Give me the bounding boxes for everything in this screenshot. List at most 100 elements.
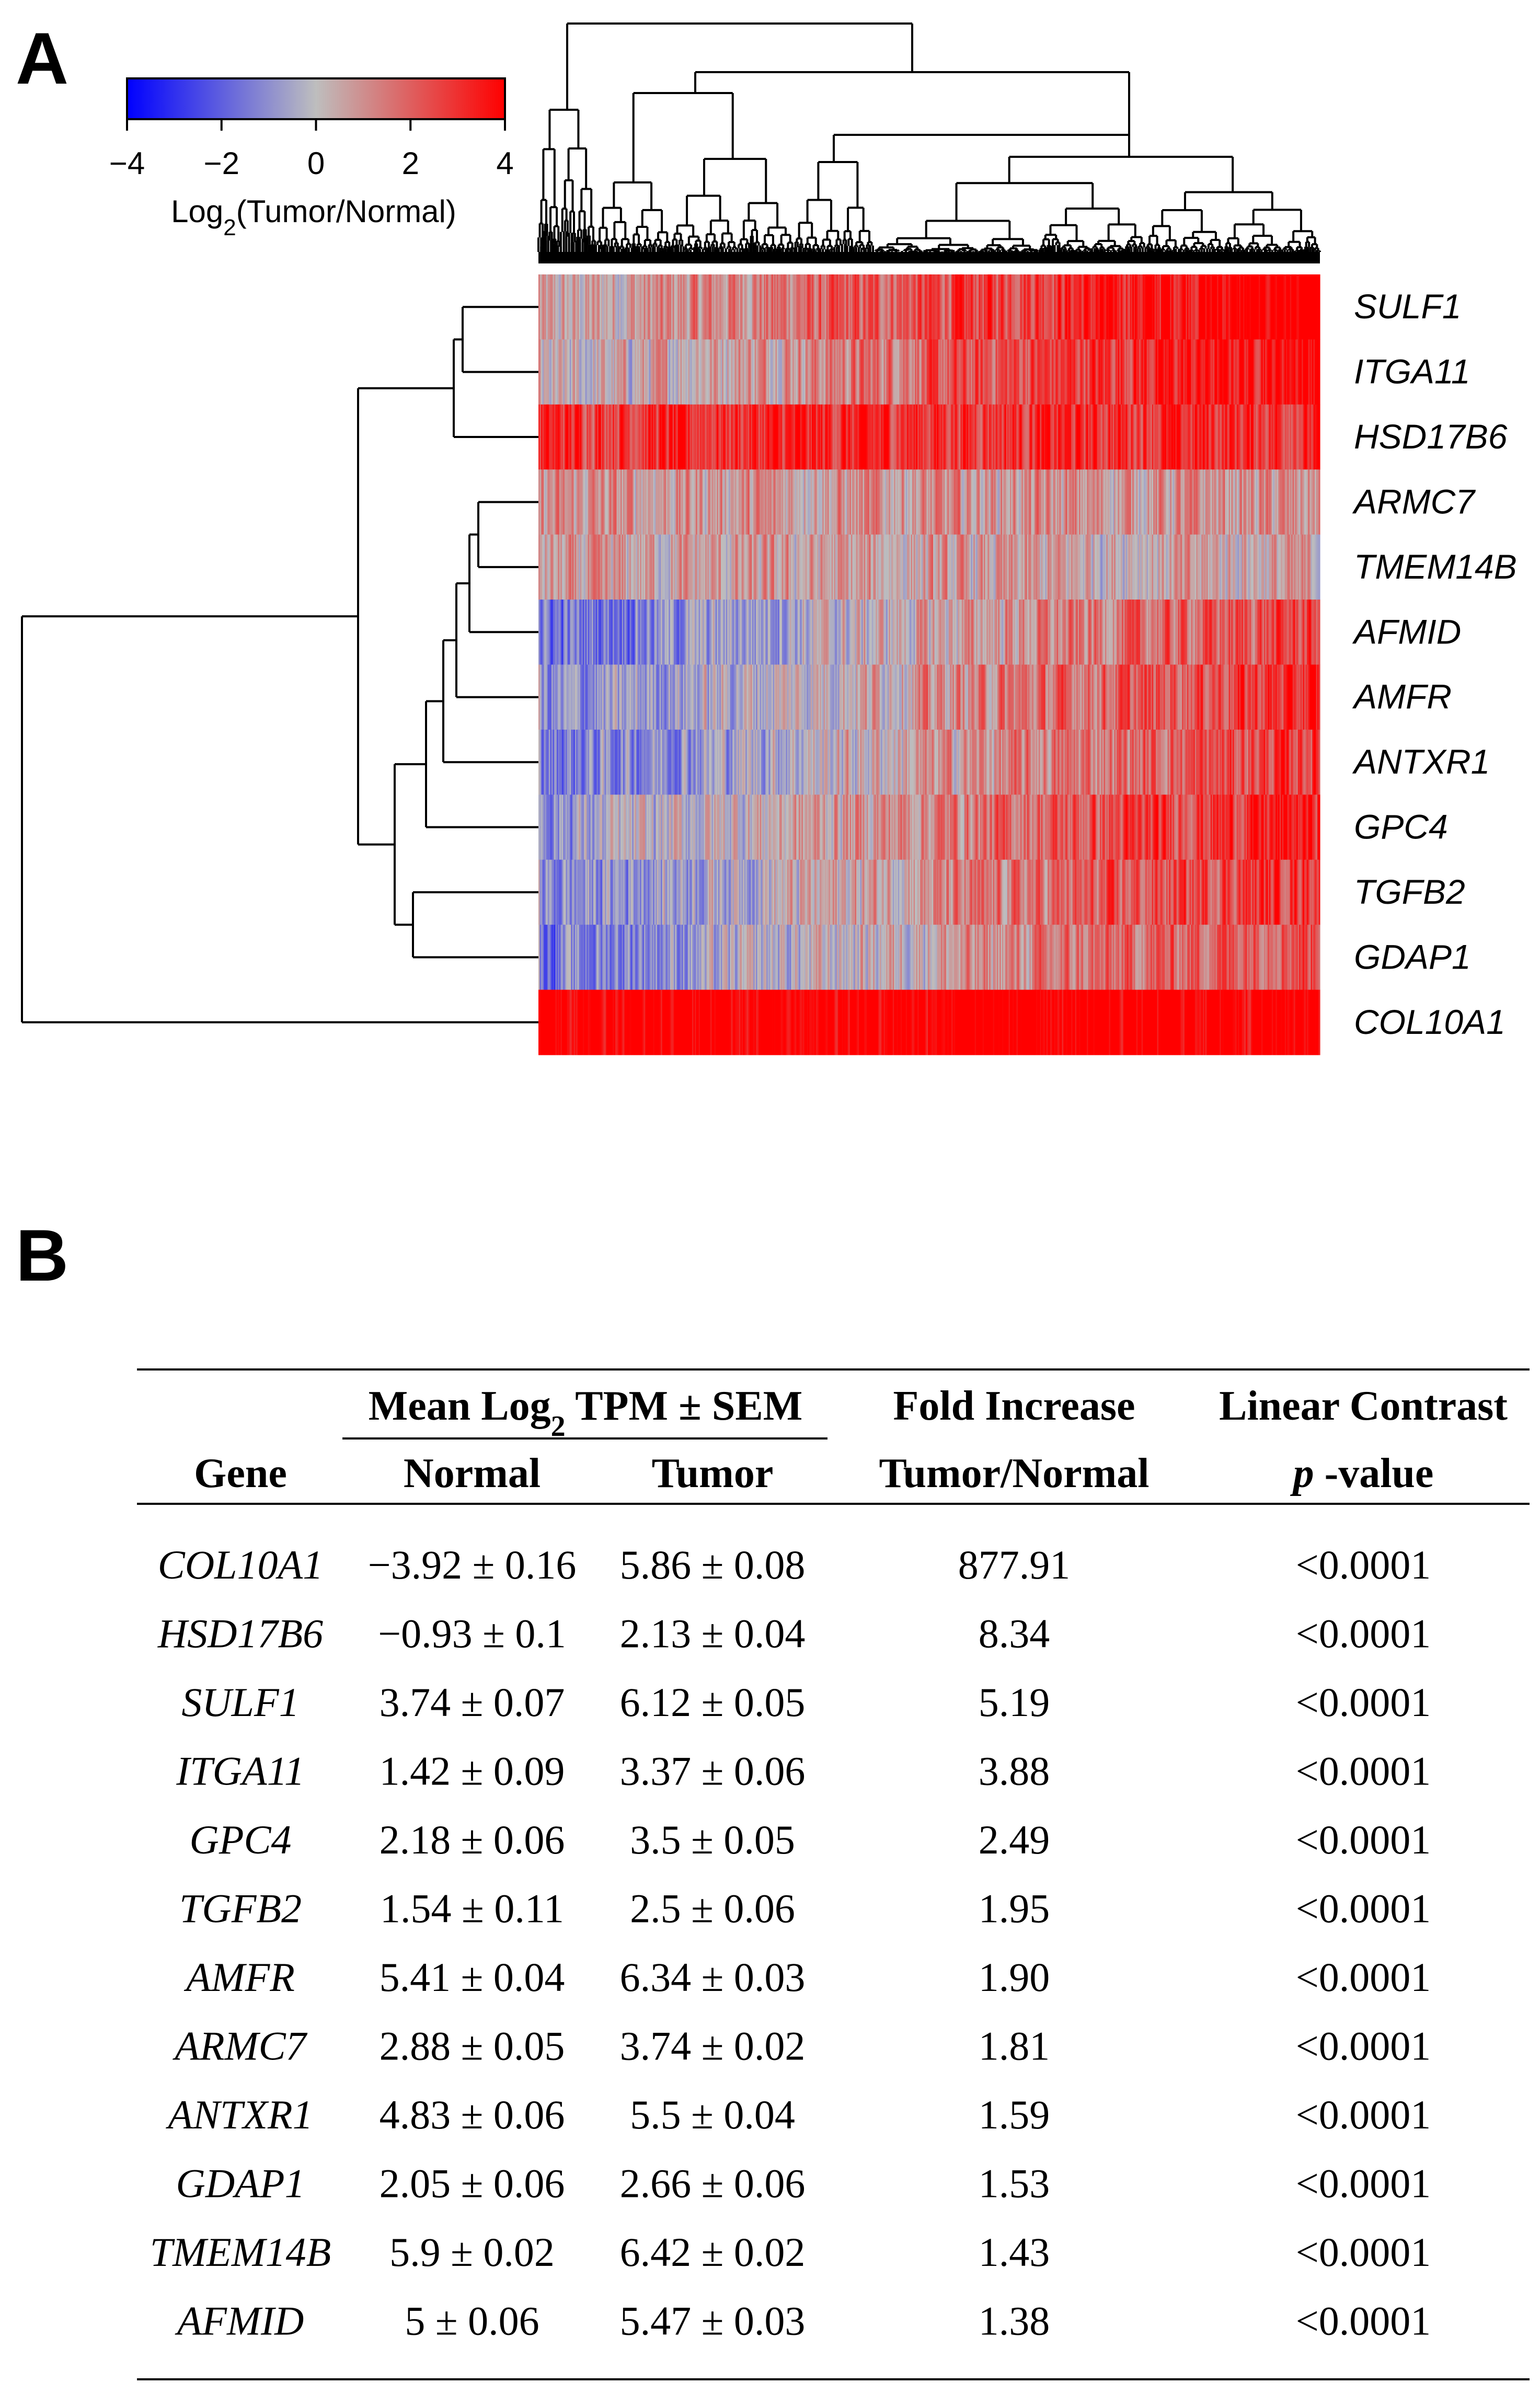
heatmap-cell <box>707 534 710 600</box>
heatmap-cell <box>926 534 928 600</box>
heatmap-cell <box>1231 404 1233 470</box>
heatmap-cell <box>780 534 783 600</box>
heatmap-cell <box>697 339 699 405</box>
heatmap-cell <box>856 274 858 340</box>
heatmap-cell <box>849 534 852 600</box>
heatmap-cell <box>598 274 600 340</box>
heatmap-cell <box>731 274 733 340</box>
heatmap-cell <box>831 469 833 535</box>
heatmap-cell <box>891 274 893 340</box>
heatmap-cell <box>870 404 872 470</box>
heatmap-cell <box>603 534 605 600</box>
heatmap-cell <box>1118 339 1120 405</box>
heatmap-cell <box>799 534 801 600</box>
heatmap-cell <box>679 404 681 470</box>
heatmap-cell <box>780 404 783 470</box>
heatmap-cell <box>1032 339 1034 405</box>
heatmap-cell <box>843 534 845 600</box>
heatmap-cell <box>1309 339 1312 405</box>
heatmap-cell <box>1307 469 1309 535</box>
heatmap-cell <box>726 274 728 340</box>
heatmap-cell <box>844 534 846 600</box>
heatmap-cell <box>959 274 961 340</box>
heatmap-cell <box>1312 404 1314 470</box>
heatmap-cell <box>1006 274 1008 340</box>
heatmap-cell <box>571 274 573 340</box>
heatmap-cell <box>1130 469 1132 535</box>
heatmap-cell <box>1033 339 1035 405</box>
heatmap-cell <box>751 534 753 600</box>
heatmap-cell <box>1277 274 1279 340</box>
heatmap-cell <box>548 469 551 535</box>
heatmap-cell <box>1317 339 1319 405</box>
heatmap-cell <box>1001 534 1003 600</box>
heatmap-cell <box>842 534 844 600</box>
heatmap-cell <box>636 339 638 405</box>
heatmap-cell <box>839 339 841 405</box>
heatmap-cell <box>836 274 838 340</box>
heatmap-cell <box>1299 339 1301 405</box>
heatmap-cell <box>719 600 721 665</box>
heatmap-cell <box>1059 274 1061 340</box>
heatmap-cell <box>622 534 624 600</box>
heatmap-cell <box>769 469 771 535</box>
heatmap-cell <box>1130 339 1132 405</box>
heatmap-cell <box>756 339 758 405</box>
heatmap-cell <box>894 339 896 405</box>
heatmap-cell <box>1062 469 1064 535</box>
heatmap-cell <box>605 534 607 600</box>
panel-a: A −4 −2 0 2 4 Log2(Tumor/Normal) SULF1ITGA11… <box>16 17 1517 1055</box>
heatmap-cell <box>653 339 655 405</box>
heatmap-cell <box>1077 534 1079 600</box>
heatmap-cell <box>695 469 697 535</box>
heatmap-cell <box>979 534 981 600</box>
heatmap-cell <box>597 600 599 665</box>
heatmap-cell <box>1076 534 1078 600</box>
heatmap-cell <box>782 469 784 535</box>
heatmap-cell <box>711 339 714 405</box>
heatmap-cell <box>1287 339 1289 405</box>
heatmap-cell <box>1248 274 1250 340</box>
heatmap-cell <box>821 274 823 340</box>
heatmap-cell <box>910 404 912 470</box>
heatmap-cell <box>904 469 906 535</box>
heatmap-cell <box>1261 274 1263 340</box>
heatmap-cell <box>1297 339 1300 405</box>
heatmap-cell <box>615 534 617 600</box>
heatmap-cell <box>1309 404 1312 470</box>
heatmap-cell <box>925 339 927 405</box>
heatmap-cell <box>982 274 984 340</box>
heatmap-cell <box>1099 404 1101 470</box>
heatmap-cell <box>911 469 913 535</box>
heatmap-cell <box>1299 469 1301 535</box>
heatmap-cell <box>1300 339 1302 405</box>
heatmap-cell <box>933 469 935 535</box>
heatmap-cell <box>903 469 905 535</box>
heatmap-cell <box>1094 339 1097 405</box>
heatmap-cell <box>1146 469 1148 535</box>
heatmap-cell <box>685 534 687 600</box>
heatmap-cell <box>923 274 925 340</box>
heatmap-cell <box>853 404 856 470</box>
heatmap-cell <box>1084 339 1086 405</box>
heatmap-cell <box>1287 274 1289 340</box>
heatmap-cell <box>1294 469 1296 535</box>
heatmap-cell <box>1196 274 1198 340</box>
heatmap-cell <box>1130 274 1132 340</box>
heatmap-cell <box>601 534 603 600</box>
heatmap-cell <box>632 339 634 405</box>
heatmap-cell <box>782 600 784 665</box>
heatmap-cell <box>707 339 710 405</box>
heatmap-cell <box>959 339 961 405</box>
heatmap-cell <box>858 534 861 600</box>
heatmap-cell <box>594 274 596 340</box>
heatmap-cell <box>968 339 970 405</box>
heatmap-cell <box>685 339 687 405</box>
heatmap-cell <box>600 339 602 405</box>
heatmap-cell <box>1188 534 1190 600</box>
heatmap-cell <box>653 469 655 535</box>
heatmap-cell <box>1152 469 1154 535</box>
heatmap-cell <box>1148 339 1150 405</box>
heatmap-cell <box>1212 339 1214 405</box>
heatmap-cell <box>642 404 645 470</box>
